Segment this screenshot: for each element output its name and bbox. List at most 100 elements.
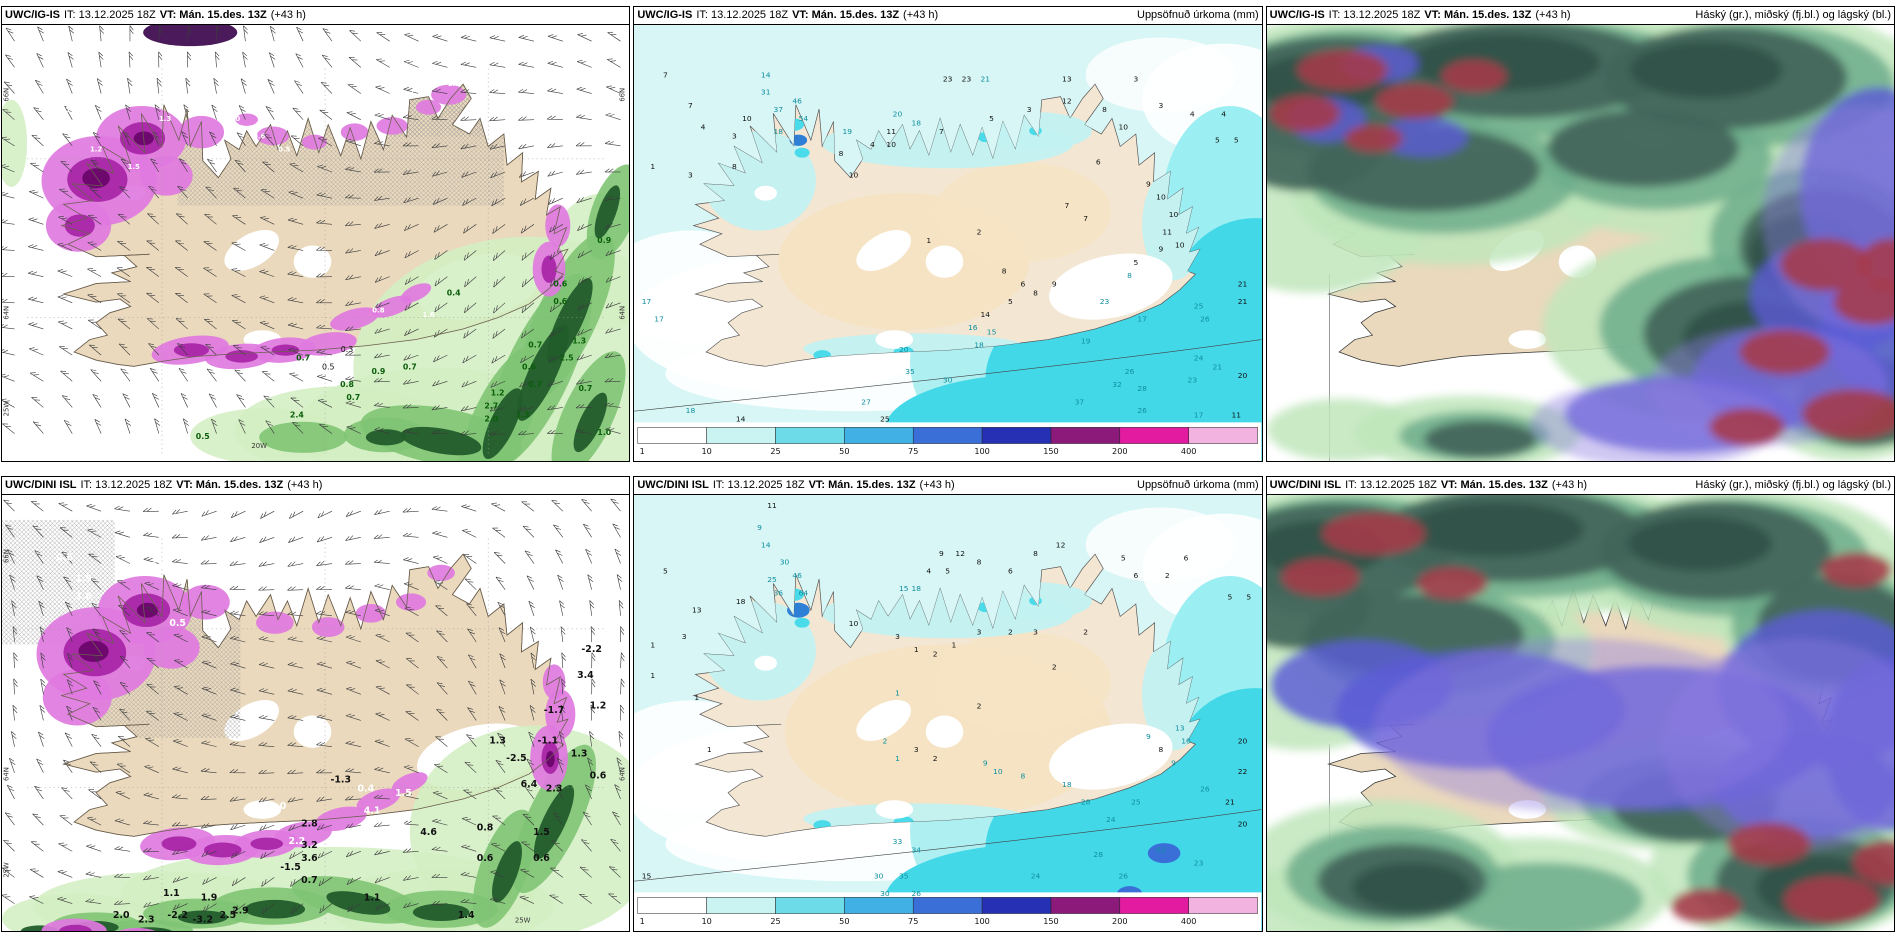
svg-text:31: 31 (761, 88, 771, 97)
svg-text:1.3: 1.3 (572, 336, 586, 345)
svg-text:-1.3: -1.3 (330, 775, 351, 786)
svg-text:150: 150 (1044, 916, 1060, 926)
svg-text:24: 24 (1194, 354, 1204, 363)
svg-text:1.0: 1.0 (270, 801, 287, 812)
svg-text:62: 62 (1156, 846, 1166, 855)
svg-text:64N: 64N (2, 767, 10, 781)
svg-text:75: 75 (908, 446, 918, 456)
svg-text:17: 17 (655, 315, 665, 324)
panel-dini-precip: UWC/DINI ISL IT: 13.12.2025 18Z VT: Mán. 1… (633, 476, 1263, 932)
svg-text:4: 4 (927, 567, 932, 576)
svg-text:35: 35 (906, 367, 916, 376)
svg-text:26: 26 (912, 889, 922, 898)
svg-text:1.1: 1.1 (163, 888, 180, 899)
panel-igis-wind: UWC/IG-IS IT: 13.12.2025 18Z VT: Mán. 15.d… (1, 6, 631, 462)
svg-text:27: 27 (862, 397, 872, 406)
svg-text:1.6: 1.6 (422, 311, 434, 319)
svg-text:2: 2 (933, 649, 938, 658)
svg-text:2.9: 2.9 (232, 906, 249, 917)
svg-text:26: 26 (1138, 406, 1148, 415)
svg-text:64N: 64N (2, 306, 10, 320)
svg-text:7: 7 (663, 70, 668, 79)
svg-text:1.9: 1.9 (201, 893, 218, 904)
svg-text:0.8: 0.8 (190, 102, 202, 110)
svg-text:0.5: 0.5 (278, 145, 290, 153)
svg-text:66N: 66N (2, 549, 10, 563)
accumulated-precip-map: 1 10 25 50 75 100 150 200 400 11 9 14 30 46 64 25 36 18 13… (634, 495, 1262, 931)
svg-text:14: 14 (761, 540, 771, 549)
svg-text:20: 20 (899, 345, 909, 354)
svg-text:0.6: 0.6 (253, 132, 265, 140)
svg-text:1: 1 (651, 641, 656, 650)
svg-text:1.5: 1.5 (128, 163, 140, 171)
svg-text:26: 26 (1119, 872, 1129, 881)
svg-text:10: 10 (1169, 210, 1179, 219)
svg-text:0.5: 0.5 (196, 432, 210, 441)
model-name: UWC/DINI ISL (1269, 479, 1342, 491)
svg-text:13: 13 (692, 606, 702, 615)
svg-text:18: 18 (736, 597, 746, 606)
svg-text:26: 26 (1125, 367, 1135, 376)
svg-text:20: 20 (1238, 737, 1248, 746)
panel-dini-wind: UWC/DINI ISL IT: 13.12.2025 18Z VT: Mán. 1… (1, 476, 631, 932)
svg-text:1.0: 1.0 (597, 428, 611, 437)
svg-text:10: 10 (1156, 192, 1166, 201)
svg-text:25: 25 (1194, 301, 1204, 310)
panel-subtitle: Uppsöfnuð úrkoma (mm) (1137, 479, 1259, 491)
svg-text:2: 2 (1008, 628, 1013, 637)
svg-text:0.6: 0.6 (590, 770, 607, 781)
svg-text:1.2: 1.2 (90, 145, 102, 153)
panel-box: UWC/IG-IS IT: 13.12.2025 18Z VT: Mán. 15.d… (633, 6, 1263, 462)
svg-text:3: 3 (914, 745, 919, 754)
panel-subtitle: Háský (gr.), miðský (fj.bl.) og lágský (… (1695, 479, 1891, 491)
svg-text:25: 25 (771, 446, 781, 456)
svg-text:4.6: 4.6 (420, 827, 437, 838)
svg-text:11: 11 (1232, 410, 1242, 419)
panel-box: UWC/IG-IS IT: 13.12.2025 18Z VT: Mán. 15.d… (1, 6, 631, 462)
svg-text:26: 26 (1200, 315, 1210, 324)
cloud-cover-map (1266, 495, 1894, 931)
svg-text:30: 30 (780, 558, 790, 567)
svg-text:1.1: 1.1 (364, 893, 381, 904)
svg-text:2.0: 2.0 (113, 910, 130, 921)
svg-text:10: 10 (702, 916, 712, 926)
svg-text:2: 2 (1052, 662, 1057, 671)
panel-dini-cloud: UWC/DINI ISL IT: 13.12.2025 18Z VT: Mán. 1… (1265, 476, 1895, 932)
panel-header: UWC/IG-IS IT: 13.12.2025 18Z VT: Mán. 15.d… (634, 7, 1262, 25)
svg-text:46: 46 (793, 97, 803, 106)
svg-text:26: 26 (1200, 785, 1210, 794)
svg-text:19: 19 (843, 127, 853, 136)
svg-text:9: 9 (1159, 245, 1164, 254)
svg-text:2.1: 2.1 (345, 827, 362, 838)
panel-header: UWC/IG-IS IT: 13.12.2025 18Z VT: Mán. 15.d… (1266, 7, 1894, 25)
svg-text:100: 100 (975, 446, 991, 456)
svg-text:30: 30 (874, 872, 884, 881)
model-name: UWC/DINI ISL (637, 479, 709, 491)
svg-text:28: 28 (1081, 798, 1091, 807)
svg-text:10: 10 (742, 114, 752, 123)
svg-text:400: 400 (1181, 916, 1197, 926)
svg-text:1: 1 (640, 446, 645, 456)
svg-text:5: 5 (1215, 136, 1220, 145)
svg-text:0.7: 0.7 (403, 362, 417, 371)
svg-text:8: 8 (1002, 267, 1007, 276)
svg-text:28: 28 (1138, 384, 1148, 393)
svg-text:8: 8 (977, 558, 982, 567)
lead-time: (+43 h) (903, 9, 939, 21)
svg-text:2.5: 2.5 (220, 910, 237, 921)
svg-text:2.3: 2.3 (546, 784, 563, 795)
svg-text:3: 3 (688, 171, 693, 180)
svg-text:5: 5 (990, 114, 995, 123)
svg-text:18: 18 (774, 127, 784, 136)
svg-text:0.5: 0.5 (169, 618, 186, 629)
valid-time: VT: Mán. 15.des. 13Z (1424, 9, 1532, 21)
svg-text:30: 30 (943, 376, 953, 385)
svg-text:16: 16 (968, 323, 978, 332)
svg-text:13: 13 (1175, 723, 1185, 732)
panel-title: UWC/IG-IS IT: 13.12.2025 18Z VT: Mán. 15.d… (637, 7, 942, 24)
svg-text:3: 3 (1033, 628, 1038, 637)
svg-text:3: 3 (977, 628, 982, 637)
svg-text:6: 6 (1096, 158, 1101, 167)
svg-text:5: 5 (1247, 593, 1252, 602)
model-name: UWC/IG-IS (5, 9, 60, 21)
